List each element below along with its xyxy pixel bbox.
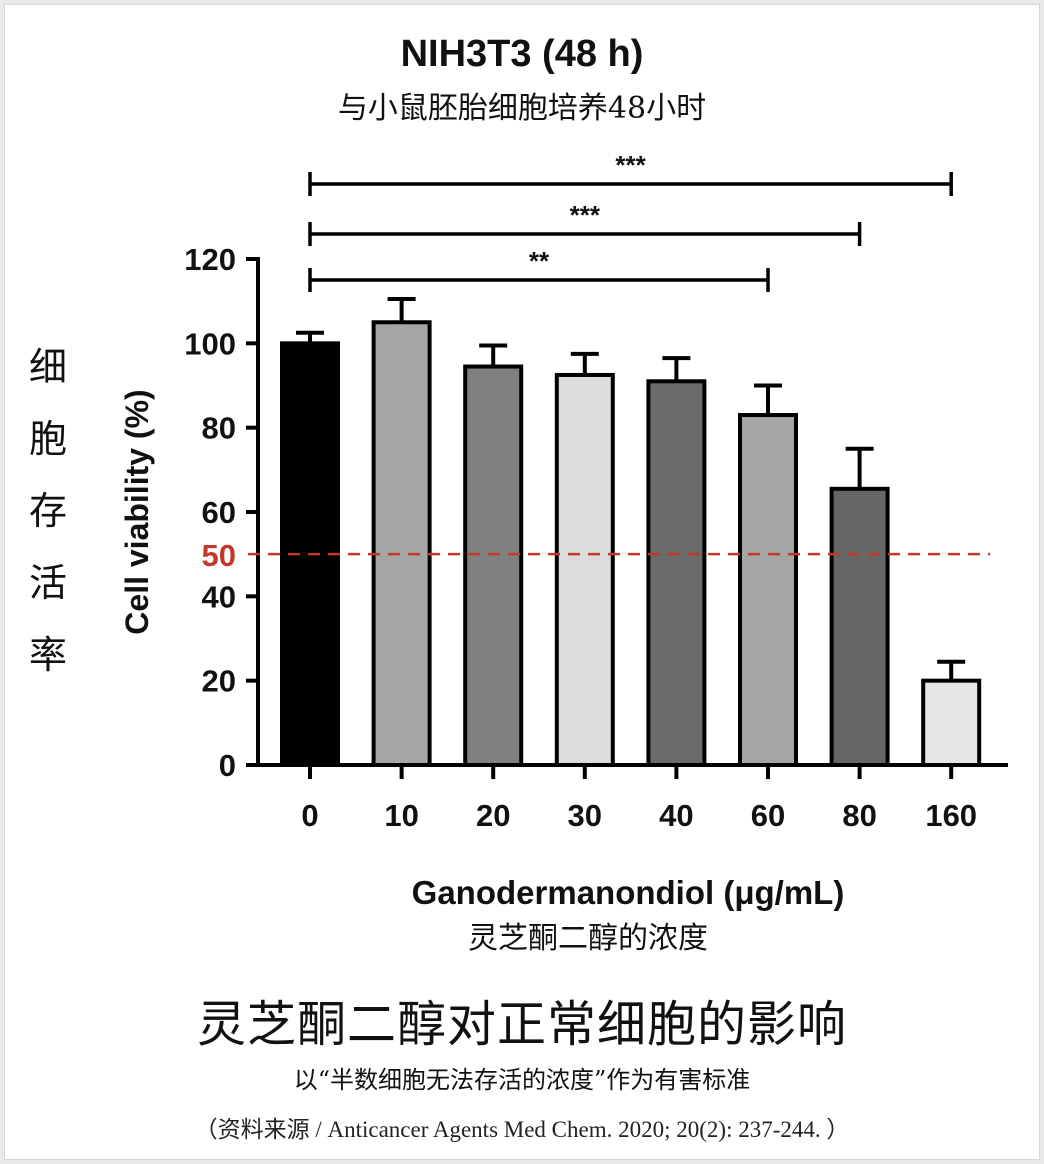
x-tick-label: 160: [925, 798, 977, 833]
bar: [829, 486, 890, 767]
bar: [646, 379, 707, 767]
x-tick-label: 80: [842, 798, 876, 833]
y-axis-label-cn-char: 存: [29, 489, 67, 533]
significance-label: ***: [615, 150, 646, 180]
y-tick-label: 40: [202, 579, 236, 614]
bar: [371, 320, 432, 767]
y-axis-label-cn-char: 率: [29, 633, 67, 677]
y-tick-label: 60: [202, 495, 236, 530]
x-axis-label-cn: 灵芝酮二醇的浓度: [468, 921, 708, 956]
significance-label: **: [529, 246, 550, 276]
x-tick-label: 0: [301, 798, 318, 833]
x-tick-label: 20: [476, 798, 510, 833]
bar: [463, 364, 524, 767]
y-tick-label: 80: [202, 411, 236, 446]
x-tick-label: 60: [751, 798, 785, 833]
y-tick-label: 20: [202, 664, 236, 699]
x-tick-label: 10: [384, 798, 418, 833]
chart-subtitle: 与小鼠胚胎细胞培养48小时: [338, 91, 706, 126]
bar: [554, 372, 615, 767]
source-caption: （资料来源 / Anticancer Agents Med Chem. 2020…: [194, 1117, 850, 1142]
x-axis-label: Ganodermanondiol (μg/mL): [412, 874, 845, 911]
chart-title: NIH3T3 (48 h): [401, 33, 644, 75]
y-axis-label-cn-char: 活: [29, 561, 67, 605]
bar: [738, 413, 798, 767]
y-axis-label: Cell viability (%): [119, 389, 155, 634]
x-tick-label: 40: [659, 798, 693, 833]
y-tick-label: 120: [184, 242, 236, 277]
significance-label: ***: [570, 200, 601, 230]
x-tick-label: 30: [568, 798, 602, 833]
sub-caption: 以“半数细胞无法存活的浓度”作为有害标准: [293, 1066, 751, 1094]
threshold-label: 50: [202, 538, 236, 573]
main-caption: 灵芝酮二醇对正常细胞的影响: [196, 996, 847, 1053]
y-tick-label: 0: [219, 748, 236, 783]
y-tick-label: 100: [184, 326, 236, 361]
y-axis-label-cn-char: 细: [29, 345, 67, 389]
bar: [921, 678, 982, 768]
y-axis-label-cn-char: 胞: [29, 417, 67, 461]
